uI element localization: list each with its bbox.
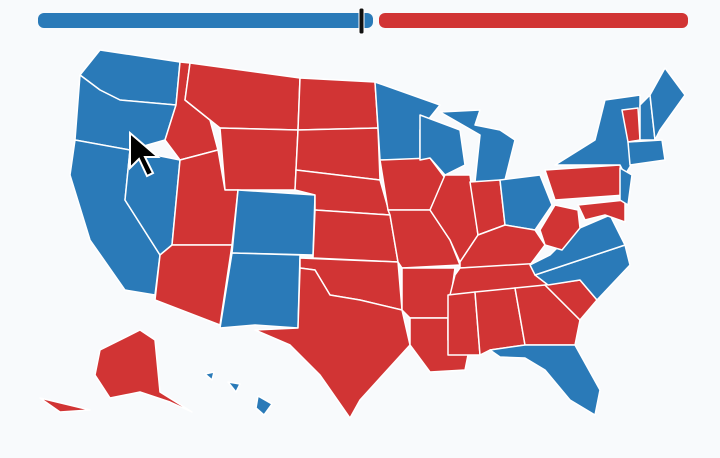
state[interactable] (419, 114, 466, 176)
state[interactable] (499, 174, 553, 231)
state[interactable] (204, 371, 215, 381)
state[interactable] (514, 284, 581, 346)
state[interactable] (459, 224, 546, 269)
state[interactable] (219, 127, 299, 191)
bar-segment (38, 13, 373, 28)
state[interactable] (539, 204, 581, 251)
state[interactable] (544, 164, 626, 201)
state[interactable] (219, 252, 301, 329)
split-bar[interactable] (38, 7, 688, 35)
state[interactable] (227, 381, 241, 393)
state[interactable] (312, 209, 399, 263)
state[interactable] (297, 77, 379, 131)
state[interactable] (649, 67, 686, 141)
state[interactable] (254, 267, 411, 419)
state[interactable] (627, 139, 666, 166)
state[interactable] (255, 395, 273, 416)
state[interactable] (489, 344, 601, 416)
us-map (39, 49, 686, 419)
state[interactable] (577, 199, 626, 223)
state[interactable] (154, 244, 233, 326)
state[interactable] (94, 329, 193, 413)
mouse-cursor (129, 130, 161, 178)
state[interactable] (447, 291, 481, 356)
bar-segment (379, 13, 688, 28)
bar-handle (358, 7, 365, 35)
state[interactable] (401, 267, 456, 319)
state[interactable] (39, 397, 91, 413)
state[interactable] (619, 167, 633, 206)
state[interactable] (439, 109, 516, 183)
state[interactable] (231, 189, 316, 256)
